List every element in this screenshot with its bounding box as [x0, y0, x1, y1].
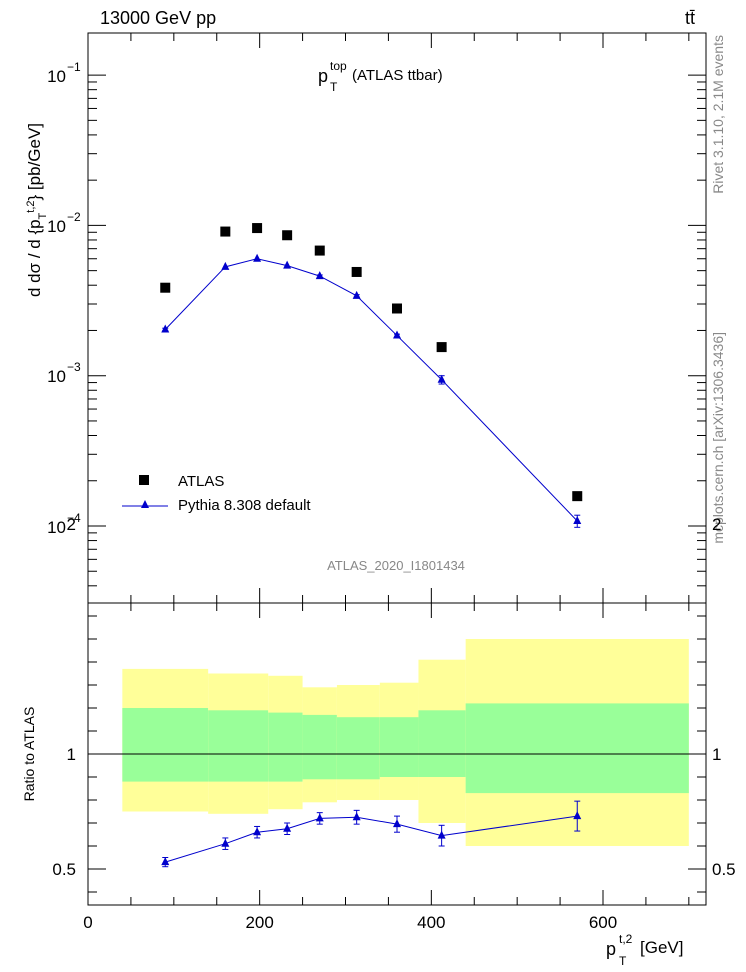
ratio-band-green	[268, 712, 303, 782]
ratio-data-layer	[161, 800, 582, 868]
ratio-band-green	[122, 708, 209, 782]
ratio-data-point	[393, 819, 401, 828]
main-axis-ticks	[87, 33, 706, 603]
atlas-data-point	[282, 230, 293, 241]
y-tick-label-1e-3: 10	[47, 367, 66, 386]
main-data-layer	[160, 223, 583, 528]
ratio-band-green	[379, 717, 419, 777]
pythia-data-point	[352, 290, 361, 299]
pythia-data-point	[253, 253, 262, 262]
y-tick-label-1e-1: 10	[47, 67, 66, 86]
y-tick-label-1e-4: 10	[47, 518, 66, 537]
ratio-data-point	[315, 813, 324, 822]
title-p: p	[318, 66, 328, 86]
energy-label: 13000 GeV pp	[100, 8, 216, 28]
ratio-data-point	[437, 830, 446, 839]
ratio-y-tick-label: 1	[67, 745, 76, 764]
x-label-sub: T	[619, 954, 627, 968]
ratio-data-point	[253, 827, 262, 836]
pythia-data-point	[393, 330, 401, 339]
ratio-y-tick-label: 2	[67, 515, 76, 534]
atlas-data-point	[392, 303, 402, 314]
ratio-y-axis-label: Ratio to ATLAS	[21, 707, 37, 802]
legend: ATLAS Pythia 8.308 default	[122, 473, 311, 514]
atlas-data-point	[252, 223, 263, 234]
ratio-y-tick-label-right: 1	[712, 745, 721, 764]
main-y-tick-labels: 10 −4 10 −3 10 −2 10 −1	[47, 60, 81, 537]
ratio-band-green	[418, 710, 466, 777]
ratio-band-green	[465, 703, 689, 794]
ratio-data-point	[573, 811, 582, 820]
atlas-data-point	[160, 282, 171, 293]
main-y-axis-label: d dσ / d {pTt,2} [pb/GeV]	[25, 123, 49, 297]
pythia-data-point	[437, 374, 446, 383]
ratio-band-green	[208, 710, 269, 782]
x-tick-label: 400	[417, 913, 445, 932]
title-sub: T	[330, 80, 338, 94]
ratio-band-green	[336, 717, 380, 780]
x-tick-label: 600	[589, 913, 617, 932]
ratio-data-point	[352, 812, 361, 821]
main-title: p top T (ATLAS ttbar)	[318, 59, 443, 94]
ratio-data-point	[221, 838, 230, 847]
ratio-y-tick-label-right: 0.5	[712, 860, 736, 879]
ratio-band-green	[302, 714, 337, 780]
ratio-data-point	[283, 823, 292, 832]
mcplots-label: mcplots.cern.ch [arXiv:1306.3436]	[710, 332, 726, 544]
ratio-axis-ticks: 0 200 400 600 0.5 0.5 1 1 2 2	[52, 515, 735, 932]
pythia-data-point	[315, 271, 324, 280]
atlas-data-point	[436, 342, 447, 353]
process-label: tt̄	[685, 8, 695, 28]
main-plot-frame	[87, 32, 707, 604]
y-tick-label-1e-2: 10	[47, 217, 66, 236]
pythia-data-point	[161, 324, 170, 333]
pythia-data-point	[573, 515, 582, 524]
atlas-data-point	[572, 491, 583, 502]
pythia-data-point	[221, 261, 230, 270]
ratio-y-tick-label: 0.5	[52, 860, 76, 879]
legend-marker-pythia	[141, 500, 149, 508]
atlas-data-point	[314, 245, 325, 256]
x-label-p: p	[606, 939, 616, 959]
rivet-label: Rivet 3.1.10, 2.1M events	[710, 35, 726, 194]
legend-marker-atlas	[139, 475, 149, 485]
analysis-id: ATLAS_2020_I1801434	[327, 558, 465, 573]
y-tick-exp-1e-1: −1	[67, 60, 81, 74]
legend-label-atlas: ATLAS	[178, 473, 224, 490]
x-label-sup: t,2	[619, 932, 633, 946]
pythia-line	[164, 258, 578, 522]
title-rest: (ATLAS ttbar)	[352, 67, 443, 84]
x-label-unit: [GeV]	[640, 938, 683, 957]
legend-label-pythia: Pythia 8.308 default	[178, 497, 311, 514]
x-tick-label: 0	[83, 913, 92, 932]
atlas-data-point	[351, 266, 362, 277]
x-tick-label: 200	[245, 913, 273, 932]
y-tick-exp-1e-3: −3	[67, 360, 81, 374]
y-tick-exp-1e-2: −2	[67, 210, 81, 224]
ratio-data-point	[161, 857, 170, 866]
ratio-y-tick-label-right: 2	[712, 515, 721, 534]
atlas-data-point	[220, 226, 231, 237]
x-axis-label: p t,2 T [GeV]	[606, 932, 683, 968]
y-axis-label-text: d dσ / d {pTt,2} [pb/GeV]	[25, 123, 49, 297]
title-sup: top	[330, 59, 347, 73]
ratio-bands	[88, 639, 706, 846]
pythia-data-point	[283, 260, 292, 269]
y-tick-exp-1e-4: −4	[67, 511, 81, 525]
